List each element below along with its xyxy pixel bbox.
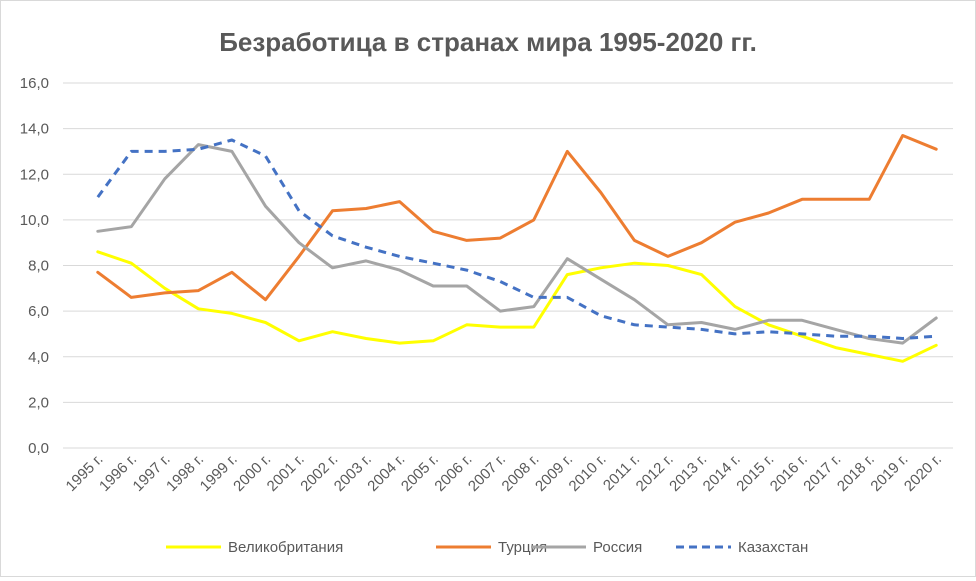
legend-label: Великобритания <box>228 539 343 556</box>
series-line-2 <box>96 143 938 345</box>
series-line-3 <box>96 138 937 340</box>
x-tick-label: 2006 г. <box>431 451 475 495</box>
y-tick-label: 0,0 <box>28 440 49 457</box>
x-tick-label: 2008 г. <box>499 451 543 495</box>
x-tick-label: 2000 г. <box>230 451 274 495</box>
x-tick-label: 2003 г. <box>331 451 375 495</box>
y-tick-label: 10,0 <box>20 212 49 229</box>
series-line-1 <box>96 134 938 302</box>
x-tick-label: 1995 г. <box>63 451 107 495</box>
x-tick-label: 2012 г. <box>633 451 677 495</box>
x-tick-label: 2001 г. <box>264 451 308 495</box>
x-tick-label: 2004 г. <box>364 451 408 495</box>
legend-label: Россия <box>593 539 642 556</box>
y-tick-label: 16,0 <box>20 75 49 92</box>
x-tick-label: 1997 г. <box>130 451 174 495</box>
x-tick-label: 2015 г. <box>733 451 777 495</box>
x-tick-label: 1999 г. <box>197 451 241 495</box>
x-tick-label: 2013 г. <box>666 451 710 495</box>
x-tick-label: 2017 г. <box>800 451 844 495</box>
x-tick-label: 2007 г. <box>465 451 509 495</box>
y-tick-label: 4,0 <box>28 349 49 366</box>
series-line-0 <box>96 250 938 363</box>
x-tick-label: 1996 г. <box>96 451 140 495</box>
y-tick-label: 2,0 <box>28 394 49 411</box>
x-tick-label: 2009 г. <box>532 451 576 495</box>
chart-title: Безработица в странах мира 1995-2020 гг. <box>219 27 757 57</box>
y-tick-label: 14,0 <box>20 121 49 138</box>
x-tick-label: 2018 г. <box>834 451 878 495</box>
x-tick-label: 2005 г. <box>398 451 442 495</box>
legend-label: Казахстан <box>738 539 808 556</box>
x-tick-label: 2019 г. <box>867 451 911 495</box>
legend-label: Турция <box>498 539 547 556</box>
y-tick-label: 8,0 <box>28 258 49 275</box>
x-tick-label: 2020 г. <box>901 451 945 495</box>
x-tick-label: 1998 г. <box>163 451 207 495</box>
x-tick-label: 2016 г. <box>767 451 811 495</box>
y-tick-label: 12,0 <box>20 166 49 183</box>
y-tick-label: 6,0 <box>28 303 49 320</box>
x-tick-label: 2014 г. <box>700 451 744 495</box>
x-tick-label: 2010 г. <box>566 451 610 495</box>
x-tick-label: 2002 г. <box>297 451 341 495</box>
